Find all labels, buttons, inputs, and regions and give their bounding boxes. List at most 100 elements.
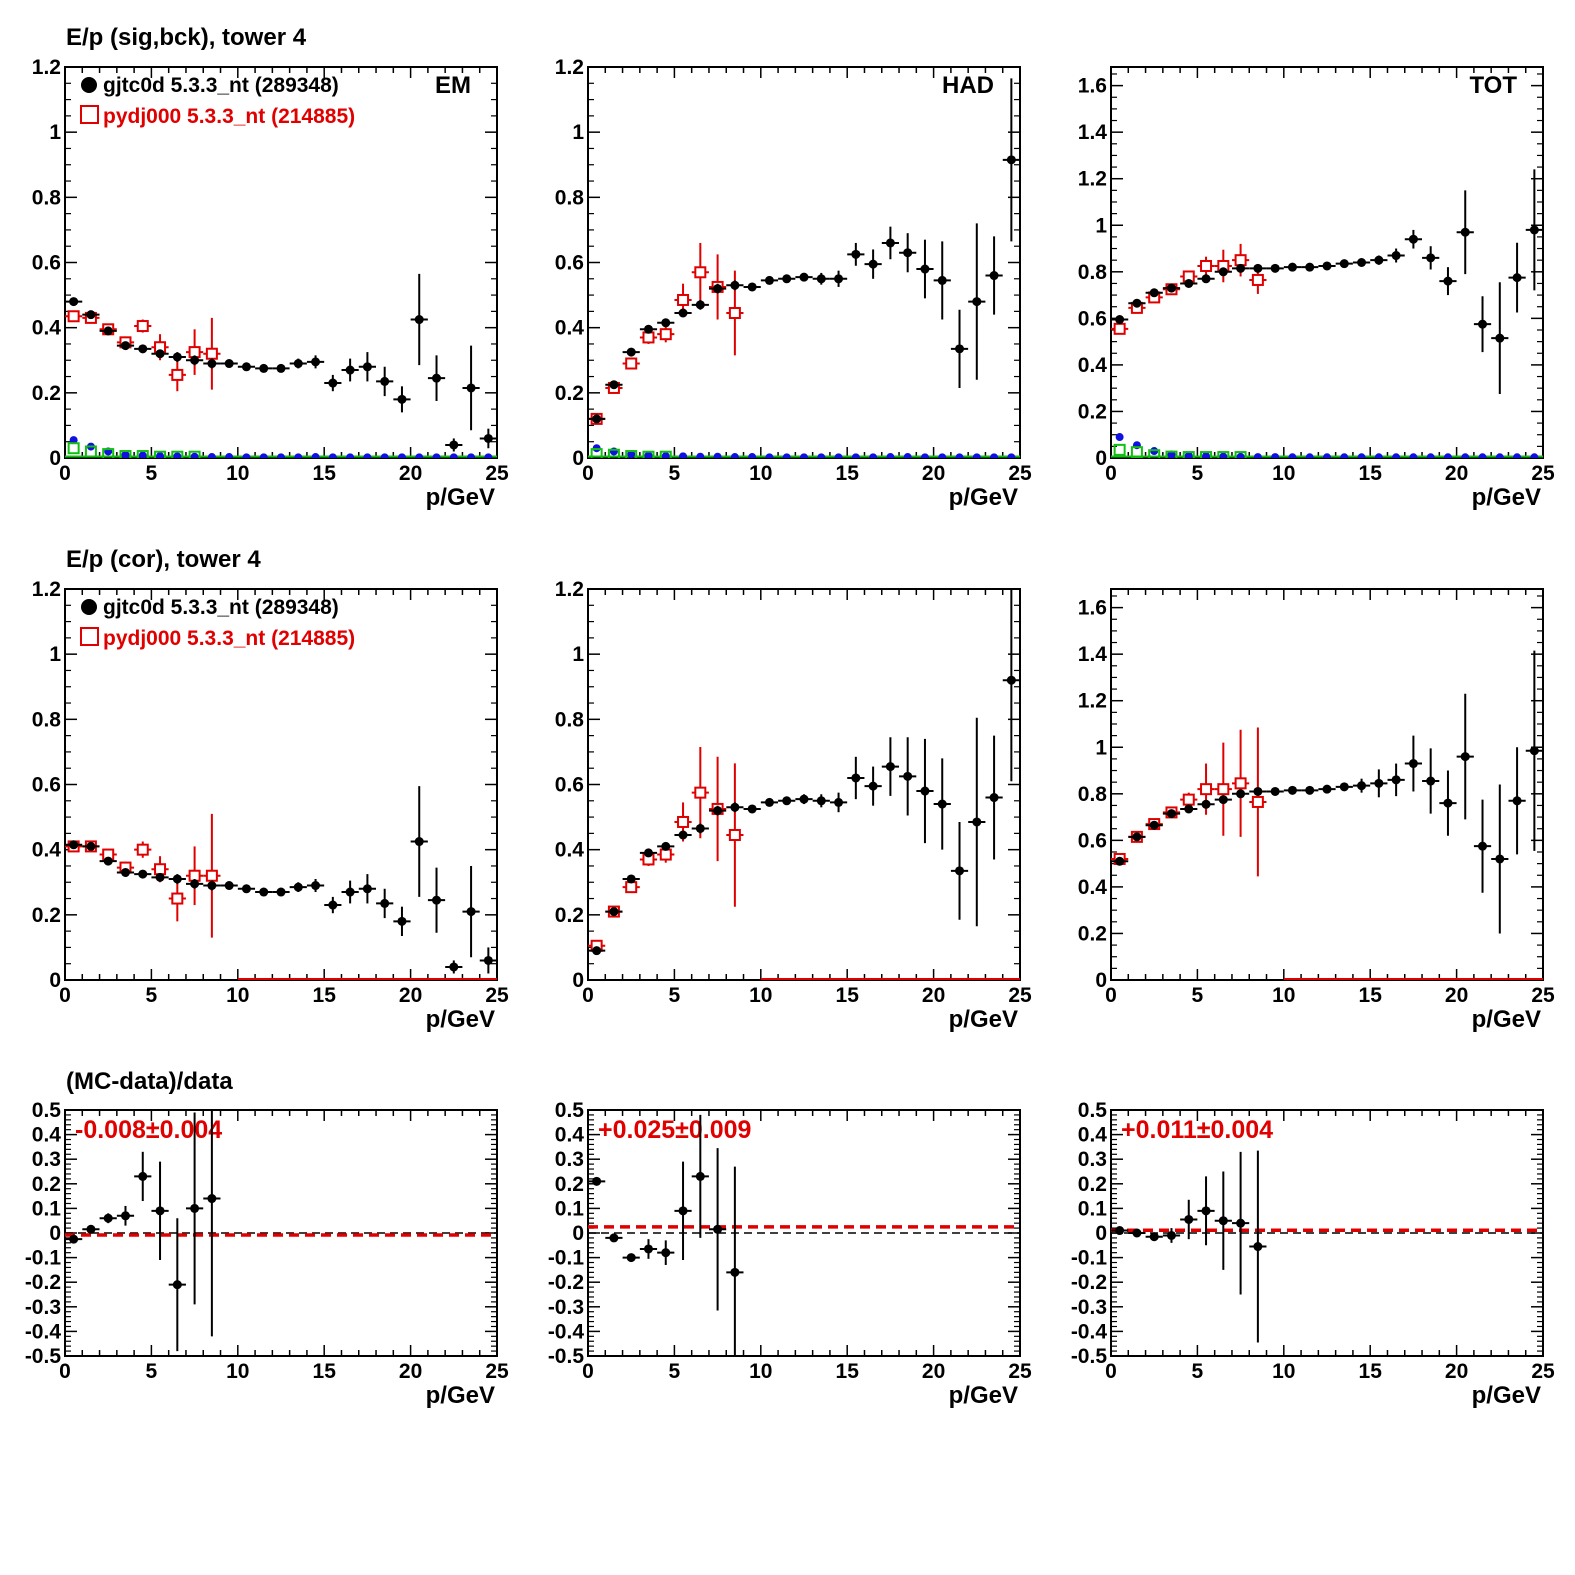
y-tick-label: 1.2 bbox=[1078, 690, 1107, 713]
x-tick-label: 0 bbox=[1105, 984, 1117, 1007]
data-point bbox=[172, 874, 182, 884]
row-title-ratio: (MC-data)/data bbox=[66, 1068, 233, 1095]
signal-point bbox=[1253, 453, 1262, 458]
signal-point bbox=[1007, 453, 1016, 458]
signal-point bbox=[449, 453, 458, 458]
data-point bbox=[1460, 227, 1470, 237]
legend: gjtc0d 5.3.3_nt (289348) pydj000 5.3.3_nt… bbox=[80, 596, 355, 650]
data-point bbox=[1218, 795, 1228, 805]
data-point bbox=[1006, 155, 1016, 165]
x-tick-label: 10 bbox=[749, 462, 772, 485]
data-point bbox=[103, 856, 113, 866]
y-tick-label: 0 bbox=[49, 447, 61, 470]
signal-point bbox=[242, 453, 251, 458]
data-point bbox=[764, 275, 774, 285]
x-tick-label: 0 bbox=[1105, 1360, 1117, 1383]
data-point bbox=[1287, 262, 1297, 272]
ratio-point bbox=[86, 1224, 96, 1234]
chart-cor-had: 0 5 10 15 20 25 0 0.2 0.4 0.6 0.8 1 1.2 p/GeV bbox=[555, 578, 1032, 1033]
y-tick-label: 1 bbox=[1095, 214, 1107, 237]
legend-data-marker bbox=[81, 77, 97, 93]
x-tick-label: 20 bbox=[399, 462, 422, 485]
background-point bbox=[1130, 446, 1143, 458]
signal-point bbox=[644, 451, 653, 458]
y-tick-label: 1.2 bbox=[1078, 168, 1107, 191]
data-point bbox=[1201, 799, 1211, 809]
data-point bbox=[1443, 798, 1453, 808]
data-point bbox=[661, 841, 671, 851]
y-tick-label: 0 bbox=[572, 969, 584, 992]
data-point bbox=[661, 318, 671, 328]
data-point bbox=[483, 955, 493, 965]
y-tick-label: 0.4 bbox=[1078, 1124, 1108, 1147]
chart-ratio-had: 0 5 10 15 20 25-0.5-0.4-0.3-0.2-0.100.10.20.3… bbox=[548, 1099, 1032, 1409]
signal-point bbox=[869, 453, 878, 458]
background-point bbox=[84, 445, 97, 458]
signal-point bbox=[886, 453, 895, 458]
x-tick-label: 10 bbox=[226, 984, 249, 1007]
y-tick-label: 0.2 bbox=[555, 904, 584, 927]
x-tick-label: 20 bbox=[1445, 984, 1468, 1007]
mc-point bbox=[171, 368, 184, 381]
data-point bbox=[1426, 776, 1436, 786]
data-point bbox=[414, 837, 424, 847]
ratio-point bbox=[661, 1248, 671, 1258]
data-point bbox=[989, 793, 999, 803]
data-point bbox=[1184, 804, 1194, 814]
background-point bbox=[1113, 443, 1126, 456]
panel-label: EM bbox=[435, 72, 471, 99]
data-point bbox=[1374, 778, 1384, 788]
legend-mc-marker bbox=[80, 105, 99, 124]
mc-point bbox=[136, 320, 149, 333]
x-tick-label: 0 bbox=[582, 462, 594, 485]
signal-point bbox=[1478, 453, 1487, 458]
data-point bbox=[747, 282, 757, 292]
data-point bbox=[1478, 319, 1488, 329]
data-point bbox=[155, 872, 165, 882]
signal-point bbox=[1202, 452, 1211, 458]
mc-point bbox=[1113, 322, 1126, 335]
background-point bbox=[102, 448, 115, 458]
data-point bbox=[103, 326, 113, 336]
data-point bbox=[311, 881, 321, 891]
data-point bbox=[1322, 784, 1332, 794]
y-tick-label: 0.6 bbox=[1078, 829, 1107, 852]
x-tick-label: 0 bbox=[59, 984, 71, 1007]
data-point bbox=[1495, 854, 1505, 864]
ratio-point bbox=[1149, 1232, 1159, 1242]
y-tick-label: 0.5 bbox=[32, 1099, 62, 1122]
panel-label: HAD bbox=[942, 72, 994, 99]
mc-point bbox=[154, 863, 167, 876]
x-tick-label: 25 bbox=[485, 1360, 509, 1383]
y-tick-label: 0 bbox=[49, 969, 61, 992]
y-tick-label: 0.2 bbox=[32, 382, 61, 405]
data-point bbox=[1115, 315, 1125, 325]
y-tick-label: 0.2 bbox=[1078, 1173, 1107, 1196]
data-point bbox=[1253, 786, 1263, 796]
plot-area bbox=[1111, 1150, 1267, 1343]
background-point bbox=[119, 450, 132, 458]
ratio-point bbox=[730, 1267, 740, 1277]
data-point bbox=[1495, 333, 1505, 343]
signal-point bbox=[990, 453, 999, 458]
x-tick-label: 5 bbox=[146, 1360, 158, 1383]
x-tick-label: 0 bbox=[582, 984, 594, 1007]
data-point bbox=[414, 315, 424, 325]
x-axis-label: p/GeV bbox=[1472, 484, 1541, 511]
signal-point bbox=[259, 453, 268, 458]
data-point bbox=[1115, 856, 1125, 866]
background-point bbox=[642, 450, 655, 458]
data-point bbox=[1478, 841, 1488, 851]
y-tick-label: -0.5 bbox=[1071, 1345, 1108, 1368]
background-point bbox=[154, 450, 167, 458]
data-point bbox=[1443, 276, 1453, 286]
signal-point bbox=[467, 453, 476, 458]
data-point bbox=[328, 900, 338, 910]
x-axis-label: p/GeV bbox=[949, 484, 1018, 511]
y-tick-label: -0.2 bbox=[1071, 1271, 1107, 1294]
data-point bbox=[86, 841, 96, 851]
background-point bbox=[136, 450, 149, 458]
background-point bbox=[1165, 450, 1178, 458]
plot-area bbox=[588, 1114, 744, 1356]
